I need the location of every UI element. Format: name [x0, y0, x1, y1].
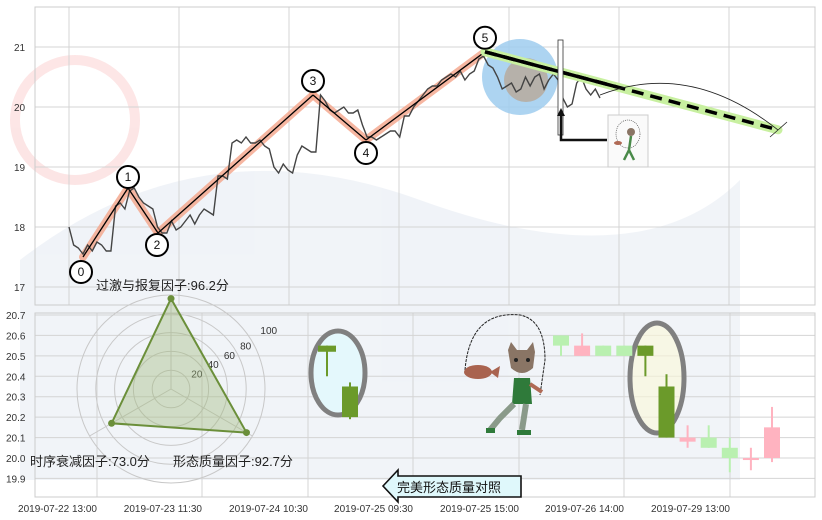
candle-body [679, 437, 696, 442]
wave-segment [312, 94, 367, 141]
wave-point-markers: 0 1 2 3 4 5 [69, 25, 497, 284]
wave-point-label: 5 [482, 31, 489, 45]
y-tick-label: 20.6 [6, 331, 26, 342]
candle-body [742, 458, 759, 461]
top-y-axis: 21 20 19 18 17 [14, 43, 26, 294]
wave-point-label: 4 [363, 146, 370, 160]
wave-point-label: 1 [125, 170, 132, 184]
compare-button-label: 完美形态质量对照 [397, 480, 501, 495]
projection-solid-line [484, 50, 618, 89]
radar-ring-label: 80 [240, 341, 252, 352]
y-tick-label: 20.3 [6, 393, 26, 404]
wave-point-label: 2 [154, 238, 161, 252]
arrow-head-icon [557, 108, 565, 116]
radar-axis-label: 形态质量因子:92.7分 [173, 454, 293, 469]
radar-ring-label: 100 [260, 326, 277, 337]
radar-point [242, 429, 250, 437]
candle-body [342, 386, 358, 418]
compare-button[interactable]: 完美形态质量对照 [381, 467, 522, 505]
fisherman-thumbnail[interactable] [607, 114, 649, 168]
candle-body [764, 427, 780, 458]
candles [553, 333, 780, 473]
candle-body [616, 345, 633, 356]
radar-axis-label: 时序衰减因子:73.0分 [30, 454, 150, 469]
radar-area [110, 296, 249, 434]
watermark [10, 55, 740, 480]
candle-body [637, 345, 654, 356]
x-tick-label: 2019-07-25 09:30 [334, 504, 413, 515]
radar-ring-label: 20 [191, 370, 203, 381]
y-tick-label: 18 [14, 223, 26, 234]
pointer-arrow [559, 114, 607, 142]
y-tick-label: 20.7 [6, 311, 26, 322]
radar-axis-label: 过激与报复因子:96.2分 [96, 278, 229, 293]
fisherman-illustration [464, 314, 546, 435]
projection-arc [599, 82, 779, 131]
projection-tick [769, 121, 788, 138]
candle-body [658, 386, 675, 438]
y-tick-label: 17 [14, 283, 26, 294]
candle-body [721, 447, 738, 458]
bottom-grid [35, 313, 815, 497]
y-tick-label: 20.1 [6, 434, 26, 445]
wave-segment [127, 187, 159, 234]
candle-body [574, 345, 591, 356]
wave-point-circle [473, 25, 497, 50]
y-tick-label: 20.5 [6, 352, 26, 363]
y-tick-label: 21 [14, 43, 26, 54]
y-tick-label: 19.9 [6, 474, 26, 485]
y-tick-label: 20 [14, 103, 26, 114]
y-tick-label: 19 [14, 163, 26, 174]
radar-point [167, 295, 175, 303]
x-tick-label: 2019-07-22 13:00 [18, 504, 97, 515]
wave-point-label: 3 [310, 74, 317, 88]
wave-segment [82, 187, 129, 258]
y-tick-label: 20.2 [6, 413, 26, 424]
x-axis: 2019-07-22 13:00 2019-07-23 11:30 2019-07-… [18, 504, 730, 515]
candle-body [318, 345, 336, 352]
wave-point-label: 0 [78, 265, 85, 279]
candle-body [700, 437, 717, 448]
radar-point [108, 419, 116, 427]
top-plot-border [34, 6, 816, 306]
radar-axis [170, 388, 253, 437]
x-tick-label: 2019-07-23 11:30 [124, 504, 203, 515]
wave-point-circle [145, 233, 169, 257]
detected-pattern-oval [627, 320, 687, 436]
radar-ring-label: 60 [224, 351, 236, 362]
projection-dashed-line [484, 50, 779, 132]
candle-body [595, 345, 612, 356]
reference-candles [318, 345, 358, 420]
y-tick-label: 20.4 [6, 372, 26, 383]
radar-axis [89, 388, 172, 437]
candle-body [553, 335, 569, 346]
wave-lines [82, 51, 486, 258]
wave-segment [157, 94, 314, 234]
wave-point-circle [301, 69, 325, 93]
wave-point-circle [69, 260, 93, 284]
wave-segment [365, 51, 486, 141]
wave-point-circle [116, 165, 140, 189]
wave-point-circle [354, 141, 378, 165]
x-tick-label: 2019-07-24 10:30 [229, 504, 308, 515]
x-tick-label: 2019-07-25 15:00 [440, 504, 519, 515]
x-tick-label: 2019-07-29 13:00 [651, 504, 730, 515]
x-tick-label: 2019-07-26 14:00 [545, 504, 624, 515]
y-tick-label: 20.0 [6, 454, 26, 465]
radar-ring-label: 40 [208, 360, 220, 371]
bottom-y-axis: 20.7 20.6 20.5 20.4 20.3 20.2 20.1 20.0 19.9 [6, 311, 26, 485]
